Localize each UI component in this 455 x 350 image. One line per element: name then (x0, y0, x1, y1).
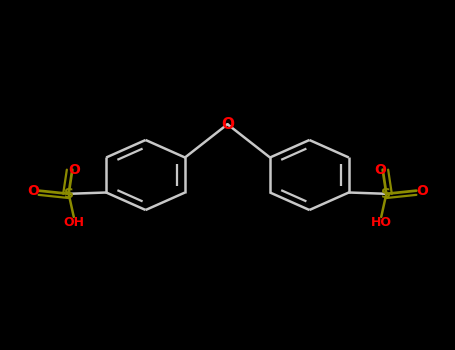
Text: O: O (69, 163, 81, 177)
Text: O: O (416, 184, 428, 198)
Text: S: S (381, 187, 391, 201)
Text: HO: HO (371, 216, 392, 229)
Text: O: O (27, 184, 39, 198)
Text: O: O (221, 117, 234, 132)
Text: OH: OH (63, 216, 84, 229)
Text: O: O (374, 163, 386, 177)
Text: S: S (64, 187, 74, 201)
